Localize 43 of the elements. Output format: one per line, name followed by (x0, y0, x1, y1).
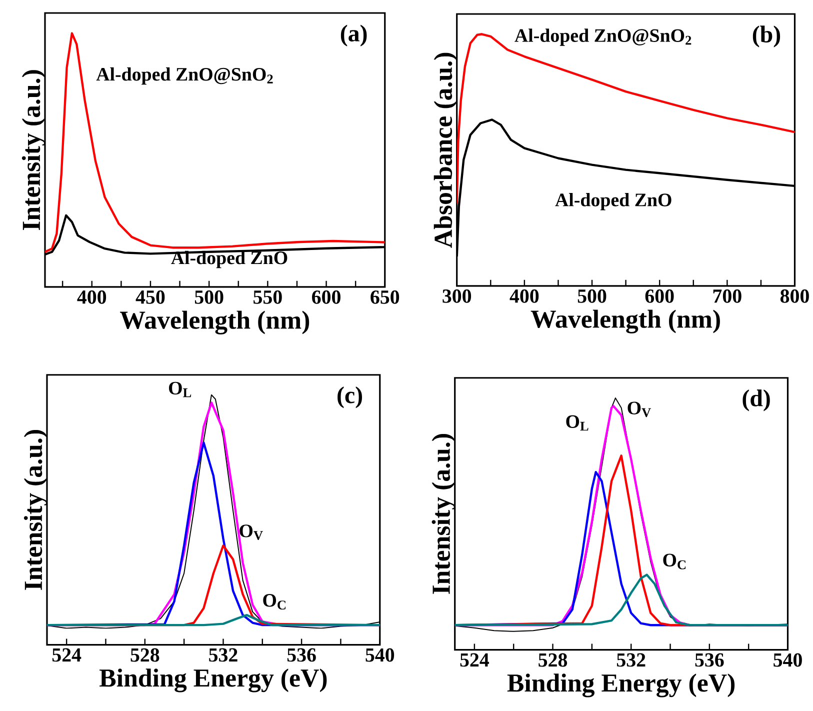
y-axis-title: Intensity (a.u.) (24, 430, 48, 590)
series-label: Al-doped ZnO@SnO$_{2}$ (514, 28, 692, 46)
x-tick-label: 540 (366, 648, 394, 662)
x-tick-label: 450 (136, 290, 165, 304)
x-tick-label: 500 (578, 290, 606, 303)
annotation: (b) (752, 26, 780, 48)
x-tick-label: 550 (254, 290, 282, 304)
x-tick-label: 600 (312, 290, 340, 304)
annotation: (d) (742, 390, 770, 412)
x-tick-label: 540 (774, 653, 802, 667)
annotation: (c) (338, 386, 362, 408)
x-tick-label: 500 (194, 290, 224, 304)
annotation: (a) (340, 24, 367, 47)
x-axis-title: Wavelength (nm) (530, 310, 720, 334)
x-axis-title: Wavelength (nm) (120, 310, 310, 334)
x-tick-label: 400 (510, 290, 539, 303)
series-label: Al-doped ZnO@SnO$_{2}$ (96, 68, 273, 85)
x-tick-label: 600 (645, 290, 674, 303)
x-axis-title: Binding Energy (eV) (99, 668, 327, 692)
x-tick-label: 528 (538, 653, 568, 667)
series-label: O$_{V}$ (240, 524, 263, 540)
series-label: Al-doped ZnO (555, 193, 672, 210)
series-label: O$_{C}$ (263, 594, 286, 610)
series-label: O$_{C}$ (663, 554, 686, 570)
text: O$_{V}$ (628, 402, 651, 418)
text: O$_{L}$ (566, 415, 588, 431)
x-tick-label: 300 (442, 290, 472, 303)
y-axis-title: Intensity (a.u.) (432, 434, 456, 594)
x-tick-label: 650 (370, 290, 400, 304)
x-tick-label: 532 (616, 653, 646, 667)
text: O$_{L}$ (168, 382, 192, 398)
x-tick-label: 800 (780, 290, 809, 303)
x-tick-label: 532 (209, 648, 238, 662)
x-tick-label: 536 (287, 648, 316, 662)
x-axis-title: Binding Energy (eV) (507, 674, 735, 698)
x-tick-label: 536 (695, 653, 724, 667)
x-tick-label: 524 (460, 653, 490, 667)
x-tick-label: 528 (130, 648, 160, 662)
x-tick-label: 400 (77, 290, 106, 304)
y-axis-title: Absorbance (a.u.) (434, 53, 458, 248)
x-tick-label: 700 (713, 290, 742, 303)
x-tick-label: 524 (52, 648, 82, 662)
y-axis-title: Intensity (a.u.) (22, 70, 46, 230)
